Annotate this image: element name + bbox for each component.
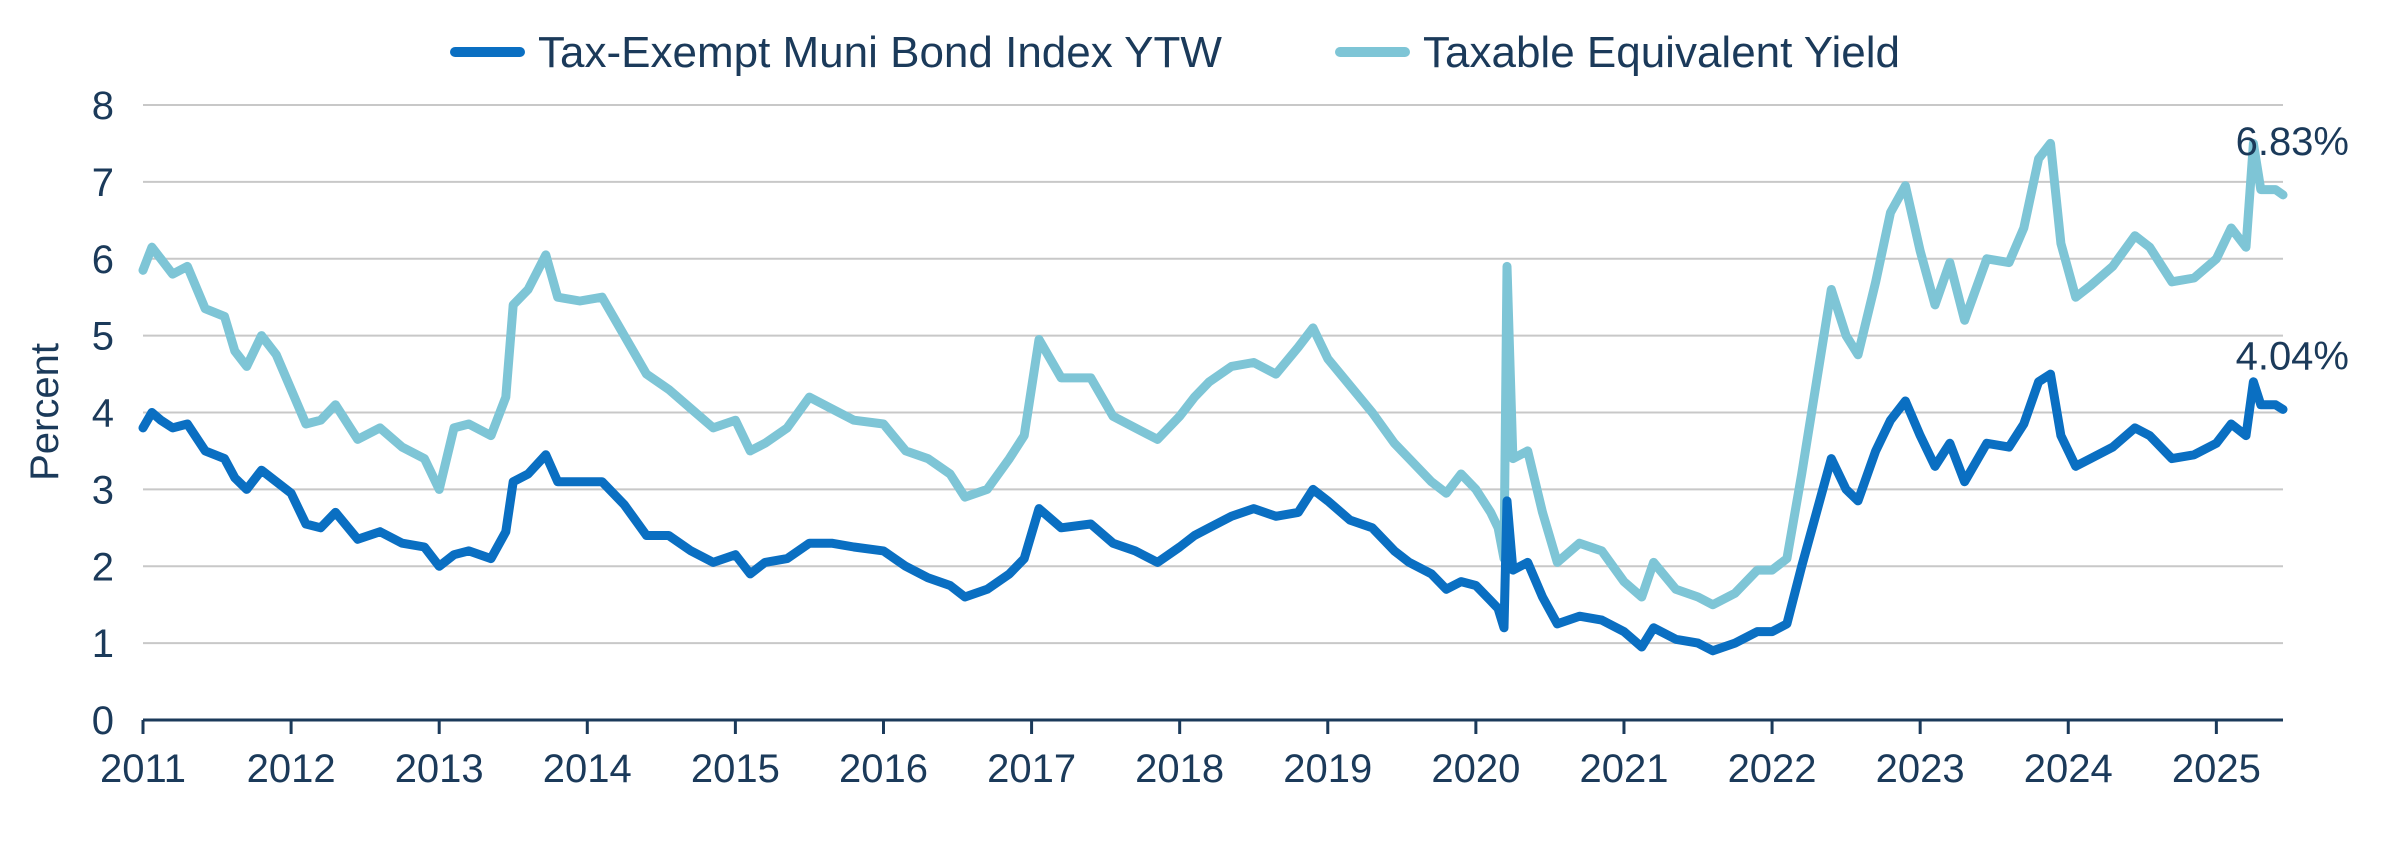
y-tick-label: 7 xyxy=(92,161,114,205)
x-tick-label: 2014 xyxy=(543,747,632,791)
x-tick-label: 2012 xyxy=(247,747,336,791)
x-tick-label: 2023 xyxy=(1876,747,1965,791)
x-tick-label: 2016 xyxy=(839,747,928,791)
x-tick-label: 2022 xyxy=(1728,747,1817,791)
x-tick-label: 2019 xyxy=(1283,747,1372,791)
y-axis-tick-labels: 0 1 2 3 4 5 6 7 8 xyxy=(92,84,114,743)
x-tick-label: 2024 xyxy=(2024,747,2113,791)
x-tick-label: 2018 xyxy=(1135,747,1224,791)
end-labels: 4.04% 6.83% xyxy=(2236,120,2349,378)
y-tick-label: 3 xyxy=(92,468,114,512)
y-tick-label: 0 xyxy=(92,699,114,743)
legend: Tax-Exempt Muni Bond Index YTW Taxable E… xyxy=(450,28,1900,77)
series-line-taxable-equivalent xyxy=(138,138,2288,610)
y-tick-label: 6 xyxy=(92,238,114,282)
y-tick-label: 5 xyxy=(92,315,114,359)
legend-label-muni-ytw: Tax-Exempt Muni Bond Index YTW xyxy=(538,28,1222,77)
x-tick-label: 2025 xyxy=(2172,747,2261,791)
y-tick-label: 4 xyxy=(92,392,114,436)
x-tick-label: 2020 xyxy=(1431,747,1520,791)
y-tick-label: 8 xyxy=(92,84,114,128)
x-tick-label: 2011 xyxy=(100,747,186,791)
series-line-muni-ytw xyxy=(138,369,2288,656)
x-tick-label: 2021 xyxy=(1579,747,1668,791)
x-tick-label: 2017 xyxy=(987,747,1076,791)
y-axis-title: Percent xyxy=(23,343,67,481)
series-lines xyxy=(138,138,2288,656)
y-tick-label: 2 xyxy=(92,545,114,589)
y-tick-label: 1 xyxy=(92,622,114,666)
x-axis-ticks: 2011 2012 2013 2014 2015 2016 2017 2018 2019 2020… xyxy=(100,720,2261,791)
x-tick-label: 2015 xyxy=(691,747,780,791)
legend-label-taxable-equivalent: Taxable Equivalent Yield xyxy=(1423,28,1900,77)
x-tick-label: 2013 xyxy=(395,747,484,791)
end-label-taxable-equivalent: 6.83% xyxy=(2236,120,2349,164)
end-label-muni-ytw: 4.04% xyxy=(2236,334,2349,378)
